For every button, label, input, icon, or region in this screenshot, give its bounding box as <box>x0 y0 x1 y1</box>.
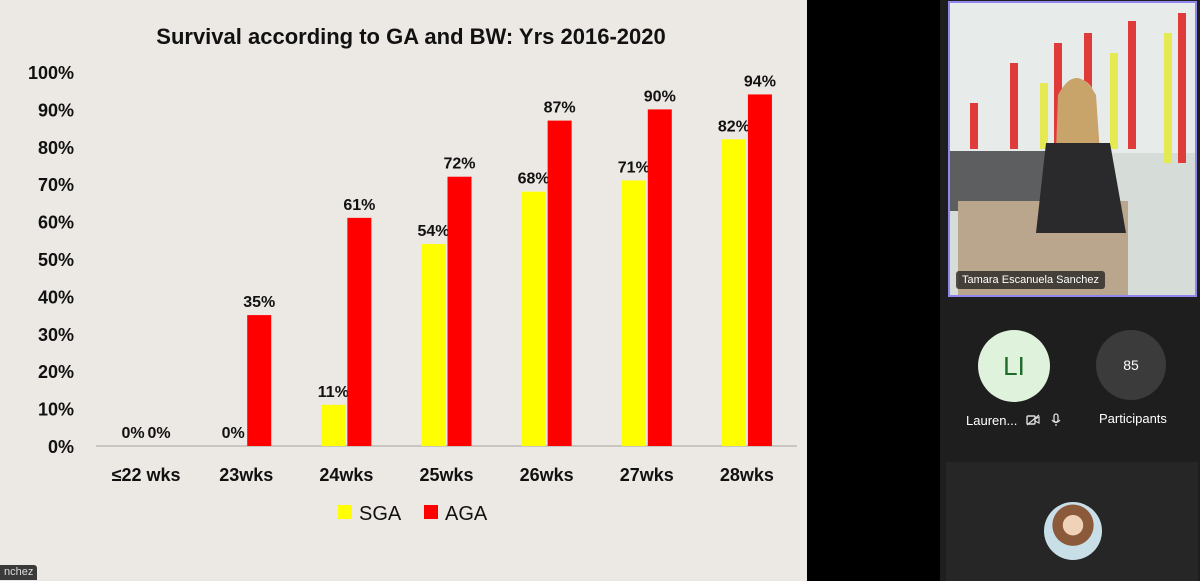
data-label: 94% <box>744 73 776 90</box>
data-label: 11% <box>318 384 349 401</box>
bar-aga <box>747 94 772 446</box>
data-label: 90% <box>644 88 676 105</box>
bar-aga <box>447 176 472 446</box>
data-label: 87% <box>544 100 576 117</box>
legend-label: AGA <box>445 503 488 525</box>
speaker-video-tile[interactable]: Tamara Escanuela Sanchez <box>948 1 1197 297</box>
presentation-slide: Survival according to GA and BW: Yrs 201… <box>0 0 807 581</box>
y-tick-label: 0% <box>48 437 74 457</box>
bar-chart: Survival according to GA and BW: Yrs 201… <box>28 24 797 525</box>
bar-sga <box>721 139 746 446</box>
bar-aga <box>347 217 372 446</box>
participants-label: Participants <box>1099 411 1167 426</box>
x-tick-label: 26wks <box>520 465 574 485</box>
y-tick-label: 60% <box>38 213 74 233</box>
data-label: 0% <box>222 425 245 442</box>
speaker-name-label: Tamara Escanuela Sanchez <box>956 271 1105 289</box>
data-label: 68% <box>518 171 550 188</box>
video-off-icon <box>1026 414 1040 429</box>
speaker-video-frame <box>950 3 1195 295</box>
participant-name: Lauren... <box>966 413 1018 428</box>
legend-label: SGA <box>359 503 402 525</box>
bar-aga <box>547 120 572 447</box>
data-label: 0% <box>122 425 145 442</box>
bar-aga <box>247 315 272 446</box>
y-tick-label: 10% <box>38 400 74 420</box>
x-tick-label: 24wks <box>319 465 373 485</box>
data-label: 72% <box>443 156 475 173</box>
y-tick-label: 40% <box>38 287 74 307</box>
bar-sga <box>621 180 646 446</box>
data-label: 61% <box>343 197 375 214</box>
participant-avatar[interactable]: LI <box>978 330 1050 402</box>
data-label: 71% <box>618 159 650 176</box>
x-tick-label: 23wks <box>219 465 273 485</box>
data-label: 0% <box>148 425 171 442</box>
bar-sga <box>521 191 546 446</box>
x-tick-label: 27wks <box>620 465 674 485</box>
y-tick-label: 80% <box>38 138 74 158</box>
data-label: 35% <box>243 294 275 311</box>
bar-aga <box>647 109 672 447</box>
x-tick-label: 28wks <box>720 465 774 485</box>
data-label: 82% <box>718 118 750 135</box>
self-avatar <box>1044 502 1102 560</box>
y-tick-label: 100% <box>28 63 74 83</box>
y-tick-label: 90% <box>38 100 74 120</box>
presenter-name-tag: nchez <box>0 565 38 580</box>
x-tick-label: 25wks <box>419 465 473 485</box>
mic-icon <box>1050 413 1062 430</box>
y-tick-label: 50% <box>38 250 74 270</box>
legend-swatch-aga <box>424 505 438 519</box>
y-tick-label: 70% <box>38 175 74 195</box>
legend-swatch-sga <box>338 505 352 519</box>
chart-title: Survival according to GA and BW: Yrs 201… <box>156 24 665 49</box>
participants-count[interactable]: 85 <box>1096 330 1166 400</box>
data-label: 54% <box>417 223 449 240</box>
x-tick-label: ≤22 wks <box>112 465 181 485</box>
y-tick-label: 30% <box>38 325 74 345</box>
shared-screen: Survival according to GA and BW: Yrs 201… <box>0 0 807 581</box>
y-tick-label: 20% <box>38 362 74 382</box>
bar-sga <box>421 244 446 446</box>
bar-sga <box>321 404 346 446</box>
